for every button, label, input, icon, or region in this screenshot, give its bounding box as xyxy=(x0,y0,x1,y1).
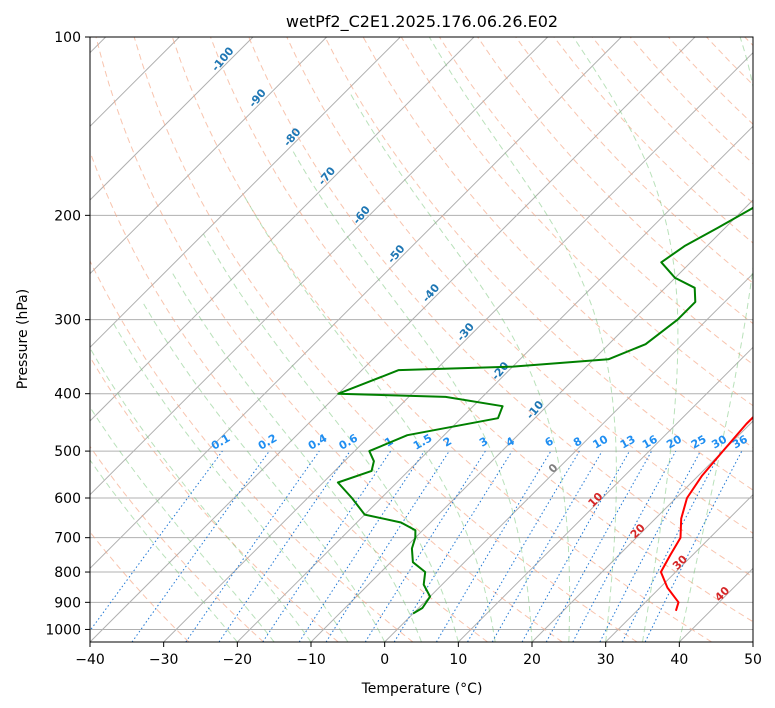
x-tick-label: 10 xyxy=(449,652,467,668)
y-tick-label: 300 xyxy=(54,313,81,329)
mixing-ratio-line xyxy=(545,450,653,642)
y-tick-label: 100 xyxy=(54,30,81,46)
x-axis: −40 −30 −20 −10 0 10 20 30 40 50 xyxy=(75,642,762,668)
mixing-ratio-line xyxy=(325,450,450,642)
moist-adiabat-line xyxy=(243,195,496,642)
moist-adiabat-line xyxy=(678,37,753,642)
dry-adiabat-line xyxy=(248,37,753,578)
x-tick-label: 0 xyxy=(380,652,389,668)
moist-adiabat-line xyxy=(350,94,571,642)
x-axis-title: Temperature (°C) xyxy=(361,681,483,697)
moist-adiabat-line xyxy=(203,233,459,642)
y-tick-label: 500 xyxy=(54,444,81,460)
x-tick-label: 30 xyxy=(597,652,615,668)
mixing-ratio-line xyxy=(185,450,320,642)
dry-adiabat-line xyxy=(90,356,339,642)
y-tick-label: 900 xyxy=(54,595,81,611)
x-tick-label: −30 xyxy=(149,652,179,668)
chart-title: wetPf2_C2E1.2025.176.06.26.E02 xyxy=(286,12,558,32)
x-tick-label: 50 xyxy=(744,652,762,668)
mixing-ratio-line xyxy=(393,450,513,642)
dry-adiabat-line xyxy=(324,37,753,491)
y-tick-label: 800 xyxy=(54,565,81,581)
mixing-ratio-line xyxy=(298,450,425,642)
mixing-ratio-line xyxy=(90,450,223,632)
x-tick-label: 20 xyxy=(523,652,541,668)
dry-adiabat-line xyxy=(210,37,753,623)
mixing-ratio-line xyxy=(131,450,270,642)
moist-adiabat-line xyxy=(572,37,679,642)
moist-adiabat-line xyxy=(291,149,533,642)
isotherm-line xyxy=(457,346,753,642)
isotherm-line xyxy=(90,37,622,570)
dry-adiabat-line xyxy=(171,37,712,642)
moist-adiabat-line xyxy=(90,459,238,642)
mixing-ratio-line xyxy=(521,450,630,642)
isotherm-line xyxy=(90,37,549,496)
x-tick-label: −40 xyxy=(75,652,105,668)
x-tick-label: 40 xyxy=(670,652,688,668)
x-tick-label: −20 xyxy=(223,652,253,668)
moist-adiabat-line xyxy=(428,37,617,642)
moist-adiabat-line xyxy=(142,301,386,642)
dry-adiabat-line xyxy=(286,37,753,534)
mixing-ratio-line xyxy=(218,450,351,642)
mixing-ratio-line xyxy=(572,450,677,642)
y-tick-label: 700 xyxy=(54,531,81,547)
y-tick-label: 600 xyxy=(54,491,81,507)
y-axis-title: Pressure (hPa) xyxy=(15,289,31,389)
temperature-profile-line xyxy=(659,415,753,612)
isotherm-line xyxy=(531,420,753,642)
moist-adiabat-line xyxy=(171,272,422,642)
y-tick-label: 1000 xyxy=(45,622,81,638)
y-axis: 100 200 300 400 500 600 700 800 900 1000 xyxy=(45,30,90,638)
moist-adiabat-line xyxy=(90,406,275,642)
isotherm-line xyxy=(163,51,753,642)
dry-adiabat-line xyxy=(95,37,563,642)
dry-adiabat-line xyxy=(515,37,753,284)
dry-adiabat-line xyxy=(133,37,638,642)
x-tick-label: −10 xyxy=(296,652,326,668)
isotherm-line xyxy=(236,125,753,642)
isotherm-line xyxy=(605,493,753,642)
y-tick-label: 200 xyxy=(54,208,81,224)
dry-adiabat-line xyxy=(90,445,264,642)
isotherm-line xyxy=(90,37,401,349)
mixing-ratio-line xyxy=(644,450,743,642)
isotherm-line xyxy=(90,37,254,201)
isotherm-line xyxy=(384,272,753,642)
isotherm-line xyxy=(90,37,328,275)
plot-frame xyxy=(89,36,754,643)
y-tick-label: 400 xyxy=(54,387,81,403)
dewpoint-profile-line xyxy=(336,206,753,615)
moist-adiabat-line xyxy=(90,347,312,642)
dry-adiabat-line xyxy=(90,259,414,642)
isotherm-line xyxy=(90,37,475,422)
mixing-ratio-line xyxy=(262,450,392,642)
